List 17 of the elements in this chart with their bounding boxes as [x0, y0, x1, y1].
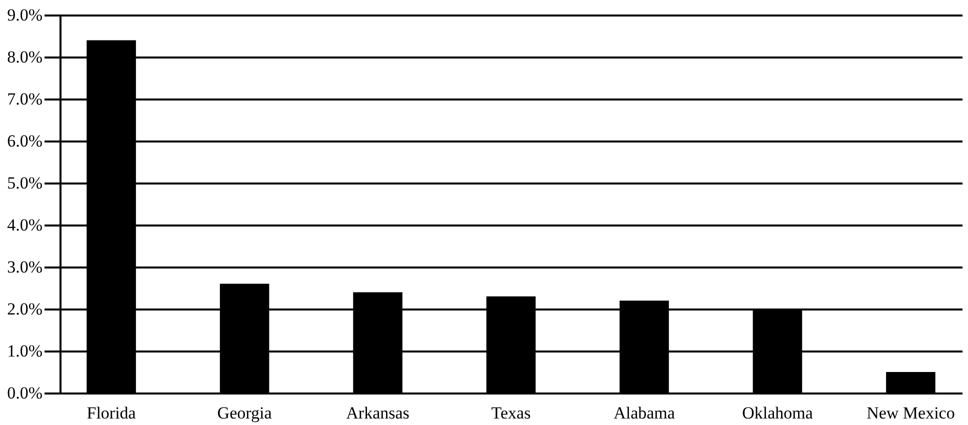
x-tick-label: Oklahoma [742, 404, 814, 422]
y-tick-label: 3.0% [7, 258, 42, 276]
y-tick-label: 6.0% [7, 132, 42, 150]
y-tick-label: 1.0% [7, 342, 42, 360]
y-tick-label: 0.0% [7, 384, 42, 402]
x-tick-label: Georgia [217, 404, 272, 422]
y-tick-label: 4.0% [7, 216, 42, 234]
x-tick-label: New Mexico [866, 404, 955, 422]
x-tick-label: Florida [86, 404, 136, 422]
x-tick-label: Alabama [614, 404, 676, 422]
y-tick-label: 7.0% [7, 90, 42, 108]
y-tick-label: 5.0% [7, 174, 42, 192]
y-tick-label: 2.0% [7, 300, 42, 318]
x-tick-label: Texas [491, 404, 531, 422]
y-tick-label: 8.0% [7, 48, 42, 66]
x-tick-label: Arkansas [346, 404, 410, 422]
y-tick-label: 9.0% [7, 6, 42, 24]
